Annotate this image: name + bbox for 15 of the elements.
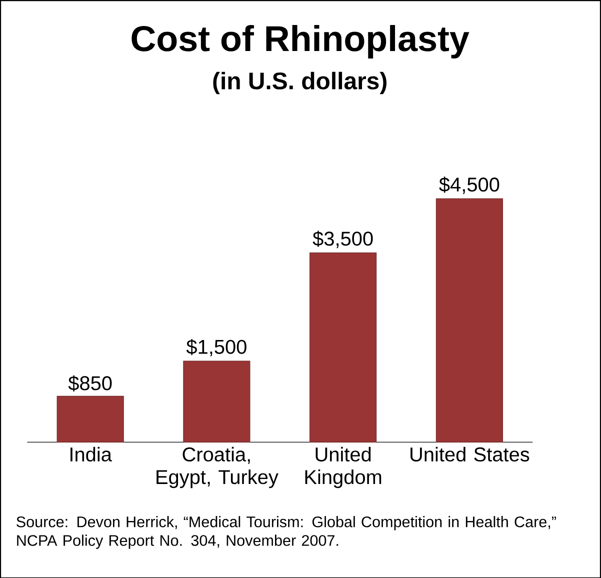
source-note: Source: Devon Herrick, “Medical Tourism: Global Competition in Health Care,” NCPA Policy Report No. 304, November 2007.	[16, 516, 556, 549]
bar	[183, 360, 250, 442]
chart-subtitle: (in U.S. dollars)	[213, 72, 386, 94]
data-label: $850	[68, 375, 112, 392]
data-label: $1,500	[186, 338, 246, 356]
x-tick-label: India	[70, 446, 112, 462]
x-tick-label: United Kingdom	[305, 446, 382, 488]
chart-title: Cost of Rhinoplasty	[132, 24, 470, 58]
data-label: $3,500	[312, 230, 373, 248]
bar	[56, 396, 124, 442]
data-label: $4,500	[439, 176, 500, 194]
x-tick-label: United States	[410, 446, 530, 462]
bar	[310, 252, 377, 442]
x-tick-label: Croatia, Egypt, Turkey	[156, 446, 278, 488]
bar	[436, 198, 503, 442]
